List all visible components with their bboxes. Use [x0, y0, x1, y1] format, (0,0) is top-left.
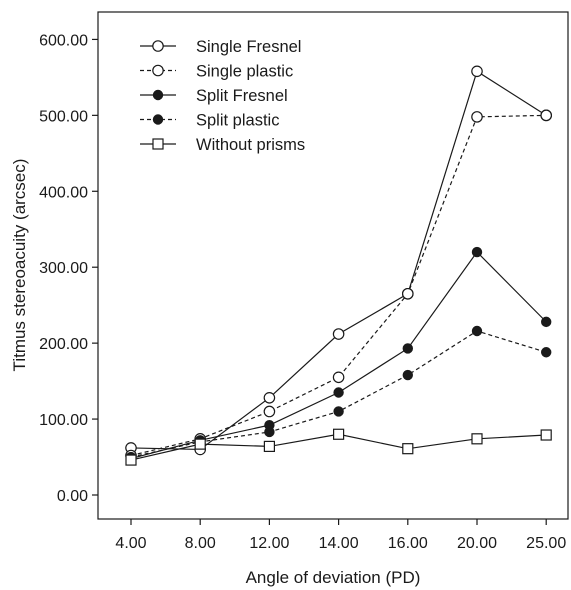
x-tick-label: 12.00 [249, 535, 289, 552]
legend-entry: Single Fresnel [140, 38, 301, 56]
series-layer [125, 65, 552, 466]
data-point [402, 343, 413, 354]
x-tick-label: 4.00 [115, 535, 146, 552]
data-point [541, 347, 552, 358]
data-point [263, 392, 276, 404]
data-point [471, 246, 483, 258]
data-point [471, 65, 483, 78]
x-tick-label: 14.00 [319, 535, 359, 552]
plot-frame [97, 11, 569, 520]
legend-label: Single plastic [196, 63, 293, 81]
y-tick-label: 600.00 [39, 32, 88, 49]
x-tick-label: 25.00 [526, 535, 566, 552]
data-point [333, 428, 345, 440]
x-tick-label: 16.00 [388, 535, 428, 552]
data-point [333, 387, 344, 398]
legend-label: Split plastic [196, 112, 279, 130]
legend-marker [152, 138, 164, 150]
y-tick-label: 500.00 [39, 108, 88, 125]
series-line [130, 251, 547, 460]
legend-label: Split Fresnel [196, 87, 288, 105]
legend-marker [152, 64, 164, 77]
y-tick-label: 0.00 [57, 488, 88, 505]
data-point [471, 325, 483, 337]
y-tick-label: 200.00 [39, 336, 88, 353]
data-point [263, 405, 276, 418]
data-point [540, 109, 552, 122]
data-point [125, 454, 137, 466]
series-line [130, 114, 547, 457]
data-point [541, 316, 552, 328]
legend-label: Without prisms [196, 136, 305, 154]
legend-marker [152, 40, 164, 52]
y-tick-label: 400.00 [39, 184, 88, 201]
legend: Single Fresnel Single plastic Split Fresne… [140, 38, 305, 154]
data-point [540, 429, 552, 441]
data-point [401, 287, 414, 300]
data-point [264, 426, 275, 438]
legend-entry: Single plastic [140, 63, 293, 81]
data-point [194, 438, 206, 450]
legend-marker [152, 114, 164, 125]
x-tick-label: 20.00 [457, 535, 497, 552]
data-point [471, 111, 483, 123]
data-point [402, 443, 414, 455]
y-axis-title: Titmus stereoacuity (arcsec) [10, 159, 29, 372]
data-point [332, 371, 345, 384]
data-point [333, 406, 344, 417]
legend-entry: Split plastic [140, 112, 279, 130]
y-tick-label: 300.00 [39, 260, 88, 277]
legend-marker [152, 89, 164, 101]
legend-entry: Split Fresnel [140, 87, 288, 105]
x-axis: 4.00 8.00 12.00 14.00 16.00 20.00 25.00 [115, 519, 566, 552]
data-point [332, 328, 345, 340]
data-point [471, 433, 483, 445]
x-tick-label: 8.00 [185, 535, 216, 552]
legend-label: Single Fresnel [196, 38, 301, 56]
data-point [402, 369, 413, 381]
series-4 [125, 428, 552, 466]
data-point [263, 440, 275, 453]
y-axis: 0.00 100.00 200.00 300.00 400.00 500.00 600.00 [39, 32, 98, 505]
legend-entry: Without prisms [140, 136, 305, 154]
y-tick-label: 100.00 [39, 412, 88, 429]
x-axis-title: Angle of deviation (PD) [246, 568, 421, 587]
